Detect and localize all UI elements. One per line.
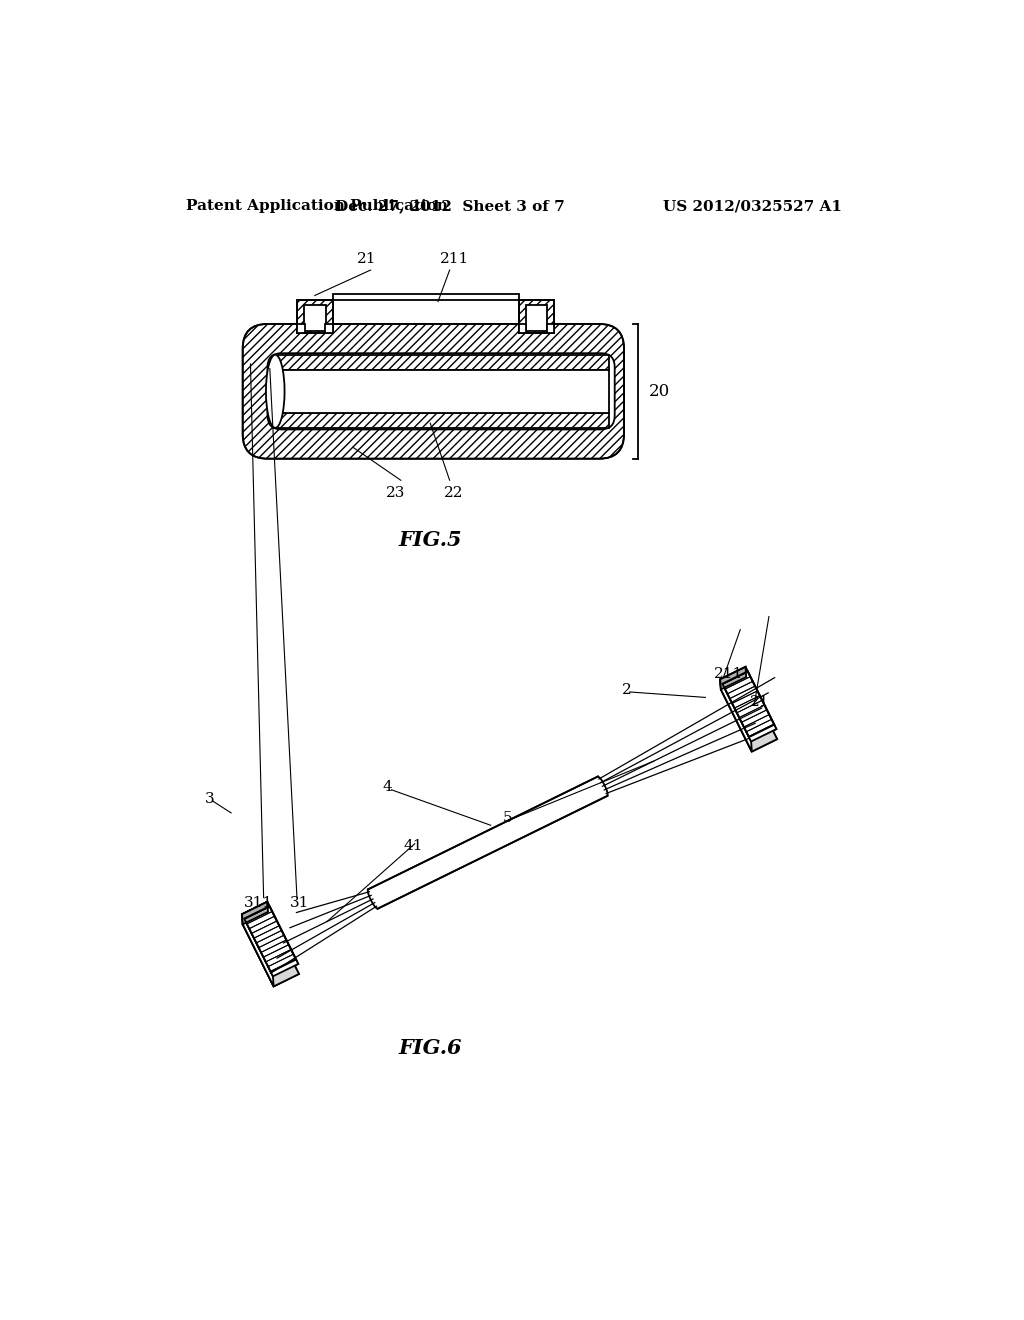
Bar [297,323,305,333]
Polygon shape [720,667,776,742]
Polygon shape [242,915,273,986]
Bar [273,355,608,370]
Polygon shape [242,902,268,924]
Text: 21: 21 [357,252,377,267]
Text: Dec. 27, 2012  Sheet 3 of 7: Dec. 27, 2012 Sheet 3 of 7 [335,199,564,213]
Bar [333,294,518,300]
Text: 211: 211 [440,252,470,267]
Polygon shape [369,776,607,908]
FancyBboxPatch shape [243,323,624,459]
Text: 4: 4 [383,780,392,795]
Bar [273,370,608,412]
Text: 5: 5 [503,810,513,825]
Text: 23: 23 [386,486,406,500]
Polygon shape [242,902,298,977]
Polygon shape [243,912,299,986]
Text: 2: 2 [622,682,631,697]
FancyBboxPatch shape [267,354,614,429]
Bar [518,300,554,333]
Polygon shape [242,902,298,977]
Polygon shape [720,667,746,689]
Polygon shape [243,912,299,986]
Polygon shape [720,667,776,742]
Bar [325,323,333,333]
Bar [297,300,333,333]
Text: 31: 31 [291,896,309,909]
Ellipse shape [266,355,285,428]
Polygon shape [721,677,777,751]
Text: 20: 20 [649,383,670,400]
Bar [518,323,526,333]
Bar [273,413,608,428]
Text: 211: 211 [714,668,743,681]
Polygon shape [720,680,752,751]
Polygon shape [242,915,273,986]
Text: 3: 3 [205,792,214,807]
Bar [547,323,554,333]
Text: FIG.5: FIG.5 [398,529,462,549]
Text: Patent Application Publication: Patent Application Publication [186,199,449,213]
Bar [297,300,333,333]
Text: 22: 22 [443,486,463,500]
Text: US 2012/0325527 A1: US 2012/0325527 A1 [663,199,842,213]
Ellipse shape [368,890,378,908]
Ellipse shape [597,776,607,796]
Text: 21: 21 [750,696,769,709]
Bar [518,300,554,333]
Polygon shape [720,667,746,689]
Text: 311: 311 [244,896,272,909]
Bar [525,305,547,331]
Bar [304,305,326,331]
Polygon shape [721,677,777,751]
Text: 41: 41 [403,840,423,853]
Polygon shape [242,902,268,924]
Polygon shape [720,680,752,751]
Text: FIG.6: FIG.6 [398,1038,462,1057]
